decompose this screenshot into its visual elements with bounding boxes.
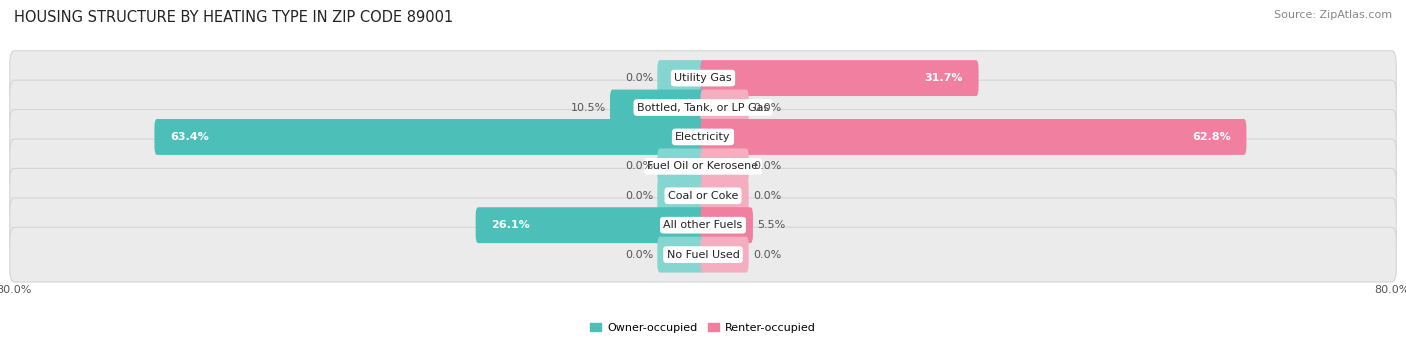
FancyBboxPatch shape: [10, 80, 1396, 135]
FancyBboxPatch shape: [700, 60, 979, 96]
FancyBboxPatch shape: [658, 148, 706, 184]
FancyBboxPatch shape: [700, 207, 754, 243]
Text: 0.0%: 0.0%: [754, 250, 782, 260]
Text: 0.0%: 0.0%: [624, 250, 652, 260]
Text: Electricity: Electricity: [675, 132, 731, 142]
FancyBboxPatch shape: [475, 207, 706, 243]
Text: 26.1%: 26.1%: [491, 220, 530, 230]
Text: 0.0%: 0.0%: [754, 103, 782, 113]
FancyBboxPatch shape: [610, 90, 706, 125]
Text: 5.5%: 5.5%: [758, 220, 786, 230]
FancyBboxPatch shape: [700, 119, 1246, 155]
FancyBboxPatch shape: [658, 237, 706, 272]
Text: Fuel Oil or Kerosene: Fuel Oil or Kerosene: [647, 161, 759, 172]
Text: 63.4%: 63.4%: [170, 132, 208, 142]
Legend: Owner-occupied, Renter-occupied: Owner-occupied, Renter-occupied: [586, 318, 820, 337]
Text: 31.7%: 31.7%: [925, 73, 963, 83]
Text: 0.0%: 0.0%: [624, 191, 652, 201]
FancyBboxPatch shape: [10, 198, 1396, 253]
Text: 10.5%: 10.5%: [571, 103, 606, 113]
FancyBboxPatch shape: [10, 168, 1396, 223]
Text: Source: ZipAtlas.com: Source: ZipAtlas.com: [1274, 10, 1392, 20]
Text: No Fuel Used: No Fuel Used: [666, 250, 740, 260]
Text: HOUSING STRUCTURE BY HEATING TYPE IN ZIP CODE 89001: HOUSING STRUCTURE BY HEATING TYPE IN ZIP…: [14, 10, 453, 25]
FancyBboxPatch shape: [10, 51, 1396, 105]
Text: All other Fuels: All other Fuels: [664, 220, 742, 230]
FancyBboxPatch shape: [700, 237, 748, 272]
Text: Bottled, Tank, or LP Gas: Bottled, Tank, or LP Gas: [637, 103, 769, 113]
FancyBboxPatch shape: [10, 139, 1396, 194]
FancyBboxPatch shape: [658, 178, 706, 214]
Text: 0.0%: 0.0%: [624, 73, 652, 83]
FancyBboxPatch shape: [10, 109, 1396, 164]
Text: Utility Gas: Utility Gas: [675, 73, 731, 83]
Text: Coal or Coke: Coal or Coke: [668, 191, 738, 201]
Text: 0.0%: 0.0%: [754, 161, 782, 172]
FancyBboxPatch shape: [700, 148, 748, 184]
FancyBboxPatch shape: [700, 178, 748, 214]
Text: 0.0%: 0.0%: [624, 161, 652, 172]
Text: 62.8%: 62.8%: [1192, 132, 1230, 142]
FancyBboxPatch shape: [10, 227, 1396, 282]
Text: 0.0%: 0.0%: [754, 191, 782, 201]
FancyBboxPatch shape: [155, 119, 706, 155]
FancyBboxPatch shape: [700, 90, 748, 125]
FancyBboxPatch shape: [658, 60, 706, 96]
